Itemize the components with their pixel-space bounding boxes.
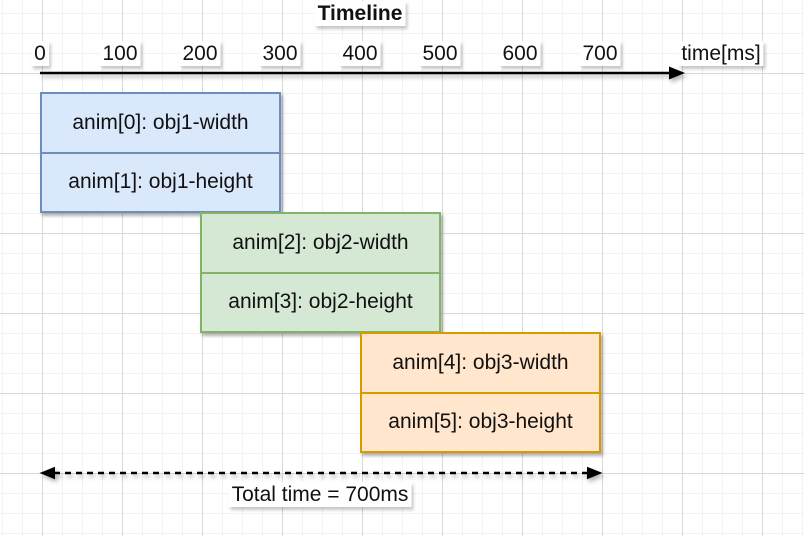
anim-bar-5[interactable]: anim[5]: obj3-height: [362, 391, 599, 452]
anim-bar-2[interactable]: anim[2]: obj2-width: [232, 230, 409, 254]
axis-tick-500: 500: [419, 41, 461, 66]
axis-tick-400: 400: [339, 41, 381, 66]
axis-tick-200: 200: [179, 41, 221, 66]
diagram-title: Timeline: [314, 1, 406, 26]
axis-tick-100: 100: [99, 41, 141, 66]
right-arrowhead-icon: [587, 466, 603, 480]
axis-tick-600: 600: [499, 41, 541, 66]
axis-unit-label: time[ms]: [678, 41, 764, 66]
anim-bar-1[interactable]: anim[1]: obj1-height: [42, 151, 279, 212]
total-time-label: Total time = 700ms: [228, 482, 412, 507]
axis-tick-0: 0: [31, 41, 49, 66]
axis-arrowhead-icon: [669, 66, 685, 80]
anim-group-obj3[interactable]: anim[4]: obj3-width anim[5]: obj3-height: [360, 332, 601, 453]
time-axis-arrow[interactable]: [36, 62, 688, 84]
anim-bar-4[interactable]: anim[4]: obj3-width: [392, 350, 569, 374]
anim-group-obj1[interactable]: anim[0]: obj1-width anim[1]: obj1-height: [40, 92, 281, 213]
left-arrowhead-icon: [39, 466, 55, 480]
total-time-arrow[interactable]: [38, 463, 604, 483]
anim-group-obj2[interactable]: anim[2]: obj2-width anim[3]: obj2-height: [200, 212, 441, 333]
axis-tick-700: 700: [579, 41, 621, 66]
anim-bar-3[interactable]: anim[3]: obj2-height: [202, 271, 439, 332]
anim-bar-0[interactable]: anim[0]: obj1-width: [72, 110, 249, 134]
axis-tick-300: 300: [259, 41, 301, 66]
